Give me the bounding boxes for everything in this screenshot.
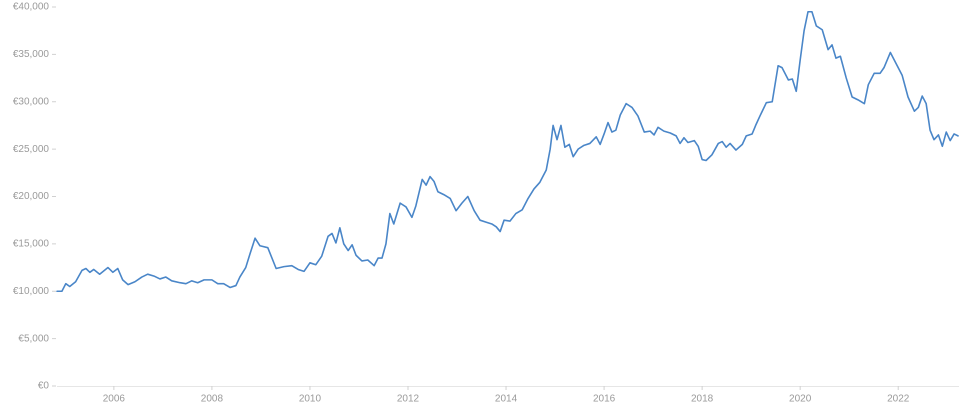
x-tick-label: 2006	[103, 394, 126, 405]
y-tick-label: €30,000	[13, 96, 50, 107]
x-tick-label: 2020	[789, 394, 812, 405]
y-tick-label: €35,000	[13, 49, 50, 60]
x-tick-label: 2018	[691, 394, 714, 405]
y-tick-label: €40,000	[13, 2, 50, 13]
y-tick-label: €10,000	[13, 286, 50, 297]
x-tick-label: 2008	[201, 394, 224, 405]
x-tick-label: 2016	[593, 394, 616, 405]
y-tick-label: €5,000	[18, 333, 49, 344]
x-tick-label: 2014	[495, 394, 518, 405]
x-tick-label: 2012	[397, 394, 420, 405]
x-tick-label: 2022	[887, 394, 910, 405]
y-tick-label: €0	[38, 381, 50, 392]
x-tick-label: 2010	[299, 394, 322, 405]
y-tick-label: €25,000	[13, 144, 50, 155]
y-tick-label: €20,000	[13, 191, 50, 202]
price-line	[56, 10, 959, 293]
y-tick-label: €15,000	[13, 239, 50, 250]
